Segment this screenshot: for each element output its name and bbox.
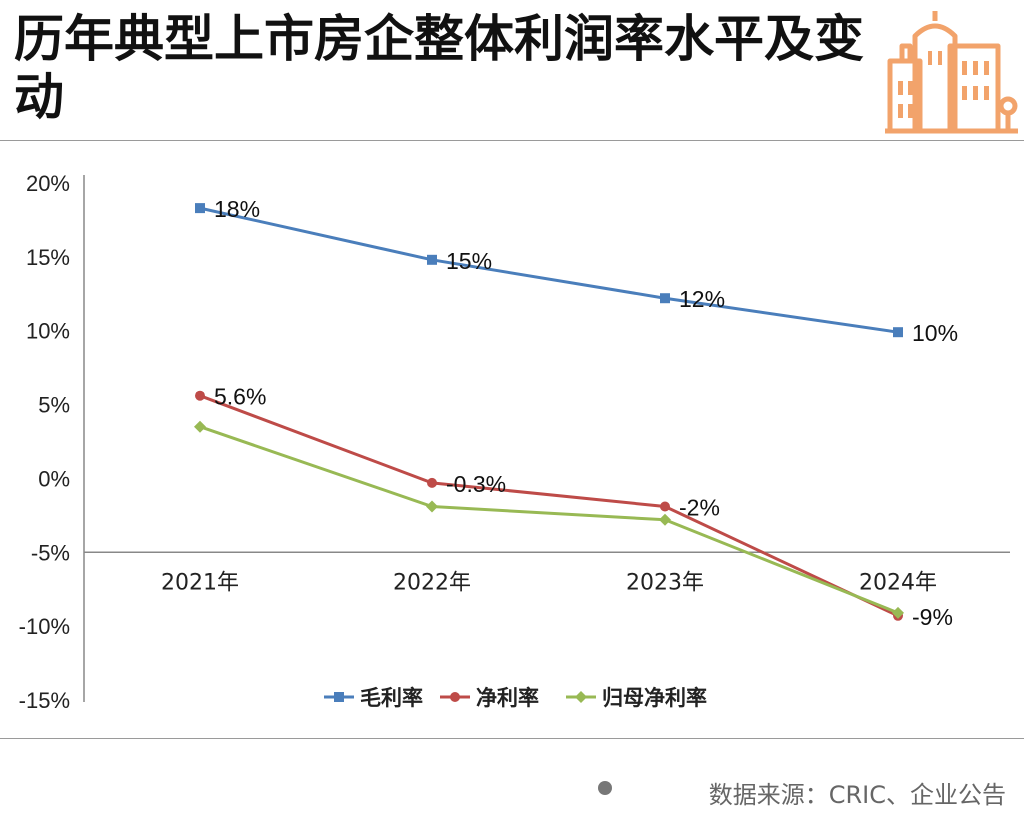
chart-title: 历年典型上市房企整体利润率水平及变动 [14,10,864,126]
y-tick-label: 10% [26,319,70,344]
x-tick-label: 2024年 [859,570,937,595]
y-tick-label: 5% [38,393,70,418]
data-label: 12% [679,286,725,312]
series-line [199,394,899,618]
legend-label: 毛利率 [360,686,423,710]
data-point [660,501,670,512]
data-point [195,390,205,401]
x-tick-label: 2021年 [161,570,239,595]
data-point [893,327,903,338]
data-label: 5.6% [214,384,266,410]
series-line [199,206,899,334]
legend-marker [575,691,587,703]
y-tick-label: 20% [26,171,70,196]
x-tick-label: 2022年 [393,570,471,595]
y-tick-label: -5% [31,540,70,565]
data-point [892,606,904,619]
y-tick-label: 0% [38,466,70,491]
data-point [659,513,671,526]
legend-label: 归母净利率 [602,686,707,710]
data-point [427,254,437,265]
legend-label: 净利率 [476,686,539,710]
y-tick-label: 15% [26,245,70,270]
legend-marker [334,692,344,702]
data-point [660,293,670,304]
y-tick-label: -15% [19,688,70,713]
source-note: 数据来源：CRIC、企业公告 [708,781,1006,809]
data-point [195,203,205,214]
line-chart: 20% 15% 10% 5% 0% -5% -10% -15% 2021年 2022年 2023年 2… [19,171,1010,713]
data-label: 18% [214,196,260,222]
y-tick-label: -10% [19,614,70,639]
data-point [427,477,437,488]
data-point [194,420,206,433]
data-label: 15% [446,248,492,274]
legend-marker [450,692,460,702]
data-label: -9% [912,604,953,630]
data-label: 10% [912,320,958,346]
dot-icon [598,781,612,795]
data-label: -0.3% [446,471,506,497]
data-label: -2% [679,494,720,520]
footer-divider [0,738,1024,739]
data-point [426,500,438,513]
building-icon [885,11,1018,134]
series-line [199,425,899,615]
header-divider [0,140,1024,141]
x-tick-label: 2023年 [626,570,704,595]
